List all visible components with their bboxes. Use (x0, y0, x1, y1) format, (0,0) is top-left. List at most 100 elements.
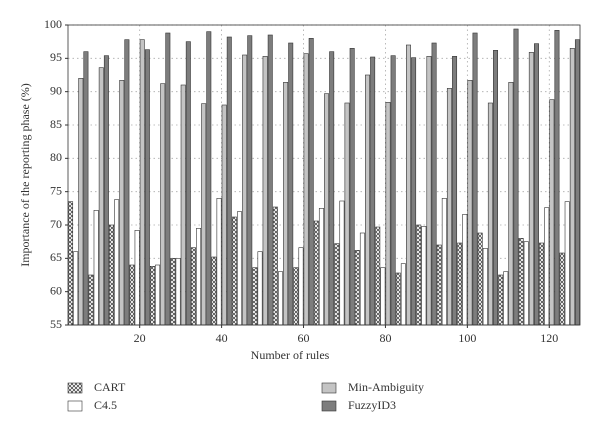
bar (421, 226, 427, 326)
bar (467, 80, 473, 326)
bar (298, 247, 304, 326)
bar (446, 88, 452, 326)
legend-swatch (67, 382, 83, 394)
bar (170, 258, 176, 326)
bar (278, 271, 283, 326)
bar (426, 56, 432, 326)
x-tick-label: 120 (540, 331, 558, 345)
y-tick-label: 65 (50, 250, 62, 264)
bar (216, 198, 222, 326)
bar (544, 207, 550, 326)
y-tick-label: 70 (50, 217, 62, 231)
bar (395, 272, 401, 326)
bar (242, 54, 248, 326)
bar (354, 250, 360, 326)
bar (206, 31, 212, 326)
bar (308, 38, 314, 326)
bar (375, 226, 381, 326)
bar (165, 32, 171, 326)
legend-swatch (67, 400, 83, 412)
bar (185, 41, 191, 326)
bar (493, 50, 498, 326)
bar (477, 232, 483, 326)
bar (365, 74, 370, 326)
y-tick-label: 85 (50, 117, 62, 131)
bar (523, 241, 529, 326)
legend-label: FuzzyID3 (348, 398, 396, 412)
y-tick-label: 55 (50, 317, 62, 331)
bar (283, 82, 289, 326)
bar (329, 51, 335, 326)
bar (370, 56, 376, 326)
bar (406, 44, 411, 326)
bar (78, 78, 84, 326)
bar (180, 84, 186, 326)
y-tick-label: 60 (50, 283, 62, 297)
bar (139, 39, 145, 326)
bar (318, 208, 324, 326)
legend-swatch (321, 400, 337, 412)
bar (313, 220, 319, 326)
bar (334, 243, 340, 326)
y-tick-label: 95 (50, 50, 62, 64)
bar (83, 51, 89, 326)
bar (513, 28, 519, 326)
bar (574, 39, 580, 326)
bar (88, 274, 94, 326)
bar (400, 263, 406, 326)
bar (549, 99, 555, 326)
bar (252, 267, 258, 326)
bar (380, 267, 386, 326)
bar (129, 264, 135, 326)
bar (359, 232, 365, 326)
bar (98, 67, 104, 326)
bar (109, 224, 114, 326)
bar (554, 30, 560, 326)
bar (231, 216, 237, 326)
bar (114, 199, 120, 326)
bar (508, 82, 514, 326)
bar (534, 43, 539, 326)
bar (103, 55, 109, 326)
bar (503, 271, 509, 326)
legend-label: CART (94, 380, 126, 394)
bar (518, 238, 524, 326)
bar (144, 49, 150, 326)
x-tick-label: 80 (379, 331, 391, 345)
bar (385, 102, 391, 326)
x-tick-label: 100 (458, 331, 476, 345)
legend-label: Min-Ambiguity (348, 380, 424, 394)
bar (344, 102, 350, 326)
bar (73, 251, 79, 326)
bar (559, 252, 565, 326)
bar (155, 264, 161, 326)
bar (293, 267, 299, 326)
bar (569, 48, 575, 326)
bar (349, 48, 355, 326)
bar (119, 80, 125, 326)
bar (124, 39, 130, 326)
x-tick-label: 40 (216, 331, 228, 345)
bar (134, 230, 140, 326)
bar (160, 83, 166, 326)
bar (267, 34, 273, 326)
x-tick-label: 20 (134, 331, 146, 345)
bar (262, 56, 268, 326)
bar (339, 200, 345, 326)
y-axis-label: Importance of the reporting phase (%) (18, 83, 32, 267)
bar (257, 251, 263, 326)
bar (539, 242, 545, 326)
bar (452, 56, 458, 326)
x-tick-label: 60 (298, 331, 310, 345)
bar (201, 103, 207, 326)
bar (487, 102, 493, 326)
bar (564, 201, 570, 326)
bar (462, 214, 468, 326)
bar (247, 35, 253, 326)
bar (457, 242, 463, 326)
legend-label: C4.5 (94, 398, 117, 412)
bar (226, 36, 232, 326)
bar (498, 274, 504, 326)
bar (411, 57, 417, 326)
